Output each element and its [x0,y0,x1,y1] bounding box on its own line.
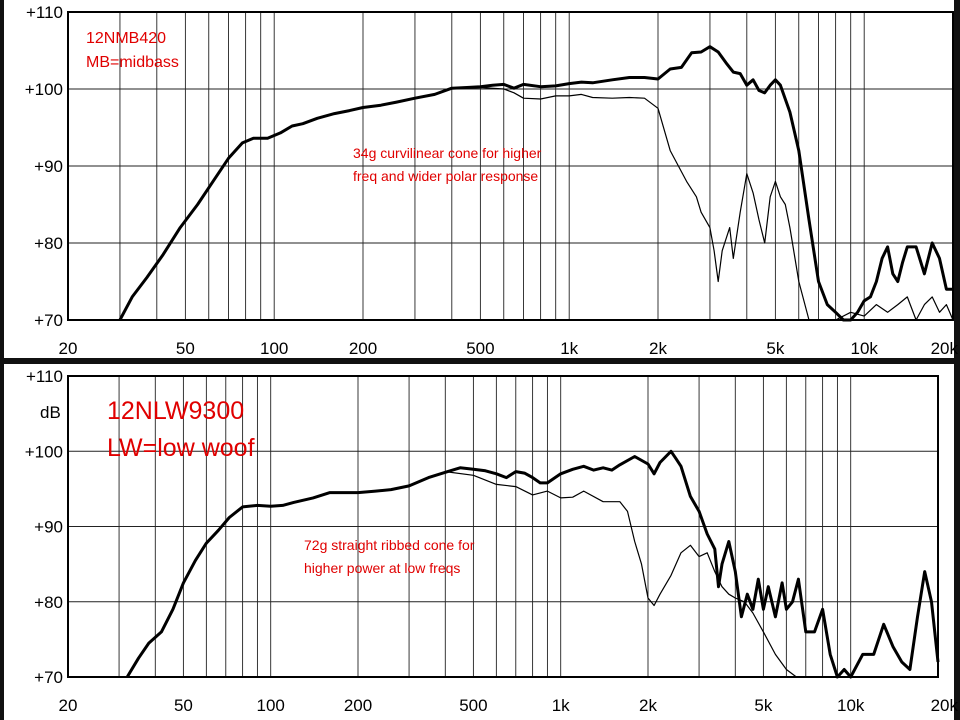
top-panel-left-border [0,0,4,360]
x-tick-label: 100 [260,339,288,358]
x-tick-label: 20 [59,696,78,715]
x-tick-label: 1k [560,339,578,358]
annotation-note-line2: freq and wider polar response [353,168,538,184]
y-tick-label: +90 [34,518,63,537]
plot-frame [67,375,939,678]
y-tick-label: +80 [34,234,63,253]
chart-grid [68,11,953,321]
x-tick-label: 100 [257,696,285,715]
x-tick-label: 200 [349,339,377,358]
y-tick-label: +80 [34,593,63,612]
plot-frame [67,11,954,321]
x-tick-label: 500 [459,696,487,715]
x-tick-label: 5k [766,339,784,358]
top-panel-right-border [954,0,960,360]
x-tick-label: 1k [552,696,570,715]
response-curve-on-axis [125,449,940,679]
annotation-model: 12NMB420 [86,30,166,47]
x-tick-label: 200 [344,696,372,715]
x-tick-label: 20 [59,339,78,358]
x-tick-labels: 20 50 100 200 500 1k 2k 5k 10k 20k [59,696,959,715]
x-tick-label: 5k [754,696,772,715]
bottom-panel-left-border [0,364,4,720]
chart-curves [125,449,940,679]
annotation-note-line1: 34g curvilinear cone for higher [353,145,542,161]
annotation-note-line1: 72g straight ribbed cone for [304,537,475,553]
y-tick-labels: +70 +80 +90 +100 +110 [25,3,63,330]
chart-12nmb420: 20 50 100 200 500 1k 2k 5k 10k 20k +70+80+90+100+… [25,3,959,358]
x-tick-label: 2k [649,339,667,358]
y-tick-label: +70 [34,668,63,687]
response-curve-off-axis [445,471,797,678]
bottom-panel-right-border [954,364,960,720]
y-tick-label: +70 [34,311,63,330]
y-tick-label: +90 [34,157,63,176]
x-tick-label: 50 [176,339,195,358]
x-tick-label: 50 [174,696,193,715]
x-tick-label: 10k [837,696,865,715]
panel-divider [0,358,960,364]
response-curve-off-axis [451,86,954,321]
annotation-type: LW=low woof [107,434,255,462]
y-tick-labels: +70 +80 +90 +100 +110 [25,367,63,687]
x-tick-label: 20k [931,339,959,358]
annotation-type: MB=midbass [86,54,179,71]
y-tick-label: +110 [26,367,63,386]
y-tick-label: +100 [25,80,63,99]
response-curve-on-axis [118,45,953,322]
x-tick-label: 20k [931,696,959,715]
x-tick-label: 500 [466,339,494,358]
y-tick-label: +100 [25,442,63,461]
x-tick-label: 2k [639,696,657,715]
annotation-model: 12NLW9300 [107,397,244,425]
y-axis-unit-label: dB [40,403,61,422]
chart-curves [118,45,954,322]
annotation-note-line2: higher power at low freqs [304,560,460,576]
chart-12nlw9300: 20 50 100 200 500 1k 2k 5k 10k 20k +70+80+90+100+… [25,367,959,715]
y-tick-label: +110 [26,3,63,22]
x-tick-labels: 20 50 100 200 500 1k 2k 5k 10k 20k [59,339,959,358]
x-tick-label: 10k [850,339,878,358]
